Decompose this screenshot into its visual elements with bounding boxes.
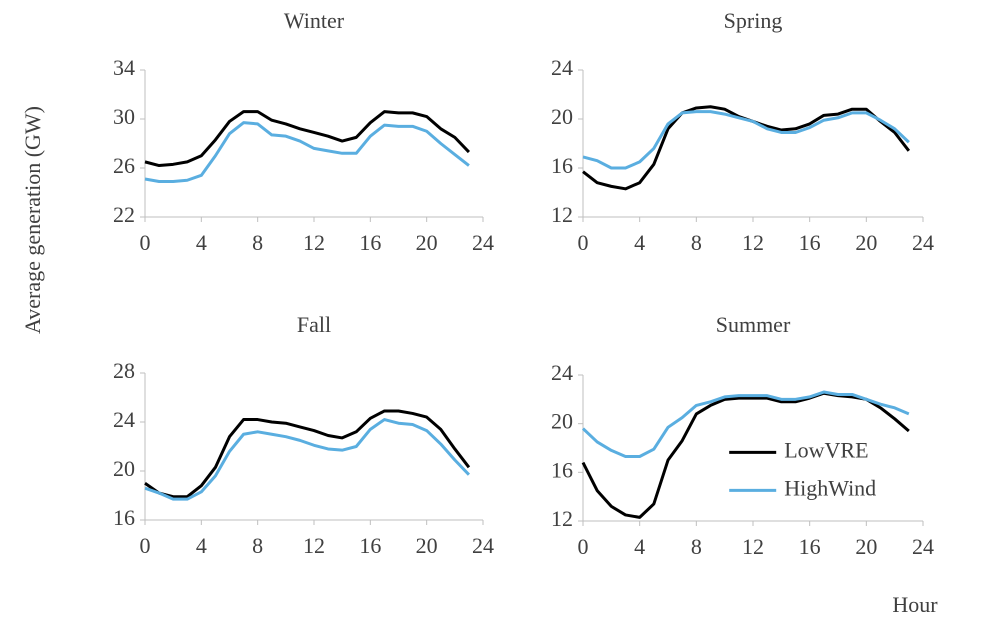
panel-title: Summer	[716, 312, 791, 337]
x-tick-label: 4	[196, 533, 207, 558]
x-tick-label: 20	[416, 230, 438, 255]
x-tick-label: 12	[742, 230, 764, 255]
x-tick-label: 8	[252, 230, 263, 255]
x-tick-label: 16	[359, 533, 381, 558]
x-tick-label: 24	[912, 230, 934, 255]
y-tick-label: 16	[551, 153, 573, 178]
y-tick-label: 24	[551, 55, 573, 80]
x-tick-label: 8	[691, 534, 702, 559]
y-tick-label: 12	[551, 506, 573, 531]
panel-title: Winter	[284, 8, 345, 33]
series-line	[582, 110, 910, 170]
x-tick-label: 4	[196, 230, 207, 255]
x-tick-label: 24	[912, 534, 934, 559]
series-line	[581, 390, 910, 459]
y-tick-label: 16	[113, 505, 135, 530]
y-tick-label: 24	[113, 407, 135, 432]
legend-label: HighWind	[784, 475, 876, 500]
panel: Winter 22 26 30 34 0 4 8 12 16 20 24	[113, 8, 494, 255]
x-tick-label: 20	[855, 534, 877, 559]
x-tick-label: 20	[855, 230, 877, 255]
panel: Fall 16 20 24 28 0 4 8 12 16 20 24	[113, 312, 494, 558]
y-tick-label: 20	[551, 409, 573, 434]
y-tick-label: 20	[113, 456, 135, 481]
x-tick-label: 20	[416, 533, 438, 558]
x-axis-label: Hour	[892, 592, 938, 617]
series-line	[581, 391, 910, 519]
series-line	[144, 110, 471, 168]
legend-label: LowVRE	[784, 437, 868, 462]
series-line	[144, 418, 471, 501]
x-tick-label: 0	[578, 230, 589, 255]
y-tick-label: 24	[551, 360, 573, 385]
x-tick-label: 0	[140, 230, 151, 255]
panel-title: Fall	[297, 312, 331, 337]
panel: Spring 12 16 20 24 0 4 8 12 16 20 24	[551, 8, 934, 255]
x-tick-label: 24	[472, 533, 494, 558]
x-tick-label: 16	[799, 230, 821, 255]
y-tick-label: 12	[551, 202, 573, 227]
x-tick-label: 24	[472, 230, 494, 255]
x-tick-label: 12	[742, 534, 764, 559]
panel-title: Spring	[724, 8, 783, 33]
x-tick-label: 12	[303, 230, 325, 255]
y-axis-label: Average generation (GW)	[20, 106, 45, 334]
y-tick-label: 30	[113, 104, 135, 129]
x-tick-label: 8	[691, 230, 702, 255]
panel: Summer 12 16 20 24 0 4 8 12 16 20 24 LowVRE HighWind	[551, 312, 934, 559]
y-tick-label: 20	[551, 104, 573, 129]
x-tick-label: 16	[799, 534, 821, 559]
series-line	[144, 409, 471, 499]
x-tick-label: 4	[634, 230, 645, 255]
y-tick-label: 34	[113, 55, 135, 80]
y-tick-label: 28	[113, 358, 135, 383]
x-tick-label: 8	[252, 533, 263, 558]
y-tick-label: 26	[113, 153, 135, 178]
x-tick-label: 0	[578, 534, 589, 559]
x-tick-label: 4	[634, 534, 645, 559]
series-line	[144, 121, 470, 183]
x-tick-label: 12	[303, 533, 325, 558]
x-tick-label: 0	[140, 533, 151, 558]
y-tick-label: 22	[113, 202, 135, 227]
x-tick-label: 16	[359, 230, 381, 255]
y-tick-label: 16	[551, 457, 573, 482]
